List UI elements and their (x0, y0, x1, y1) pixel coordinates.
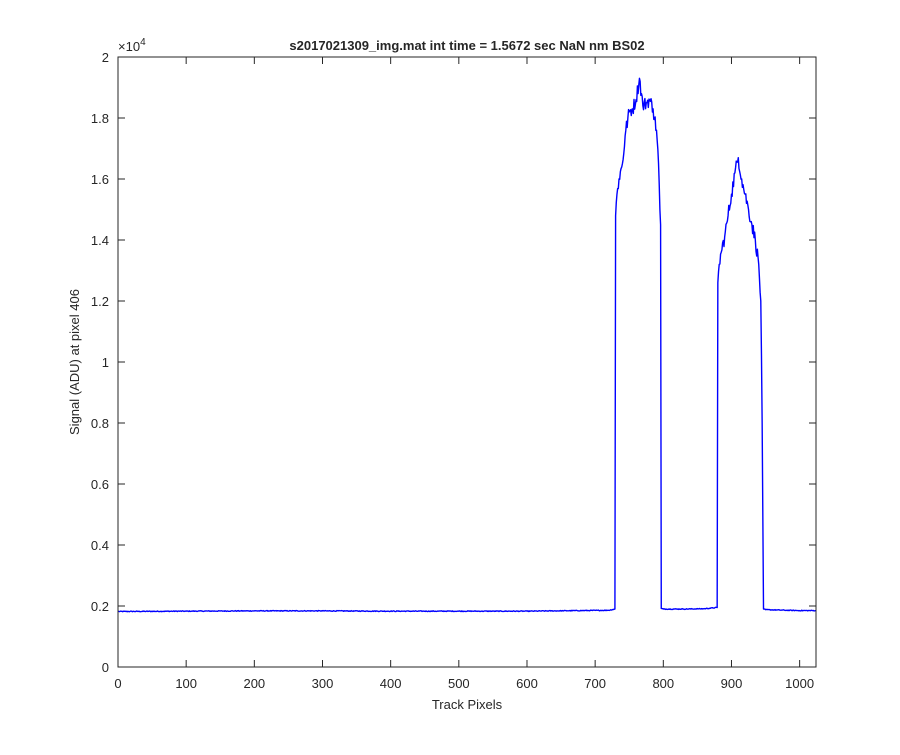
x-tick-label: 200 (243, 676, 265, 691)
y-exponent-base: ×10 (118, 39, 140, 54)
y-tick-label: 1 (102, 355, 109, 370)
y-tick-label: 2 (102, 50, 109, 65)
x-axis-label: Track Pixels (432, 697, 503, 712)
y-tick-label: 0 (102, 660, 109, 675)
axes-background (118, 57, 816, 667)
x-tick-label: 700 (584, 676, 606, 691)
y-tick-label: 0.8 (91, 416, 109, 431)
y-tick-label: 1.8 (91, 111, 109, 126)
y-tick-label: 0.2 (91, 599, 109, 614)
x-tick-label: 300 (312, 676, 334, 691)
y-tick-label: 1.2 (91, 294, 109, 309)
x-tick-label: 500 (448, 676, 470, 691)
y-axis-label: Signal (ADU) at pixel 406 (67, 289, 82, 435)
y-tick-label: 1.4 (91, 233, 109, 248)
x-tick-label: 0 (114, 676, 121, 691)
x-tick-label: 600 (516, 676, 538, 691)
plot-area: 0 100 200 300 400 500 600 700 800 900 1000 0 0.2 0.4 0… (91, 50, 817, 691)
x-tick-label: 400 (380, 676, 402, 691)
series-line-0 (117, 77, 817, 613)
y-tick-label: 1.6 (91, 172, 109, 187)
y-exponent-power: 4 (140, 37, 146, 48)
x-tick-label: 800 (652, 676, 674, 691)
y-tick-label: 0.6 (91, 477, 109, 492)
chart-title: s2017021309_img.mat int time = 1.5672 se… (289, 38, 644, 53)
y-axis-exponent: ×104 (118, 37, 146, 54)
x-tick-label: 1000 (785, 676, 814, 691)
x-tick-label: 100 (175, 676, 197, 691)
y-tick-label: 0.4 (91, 538, 109, 553)
x-tick-label: 900 (721, 676, 743, 691)
